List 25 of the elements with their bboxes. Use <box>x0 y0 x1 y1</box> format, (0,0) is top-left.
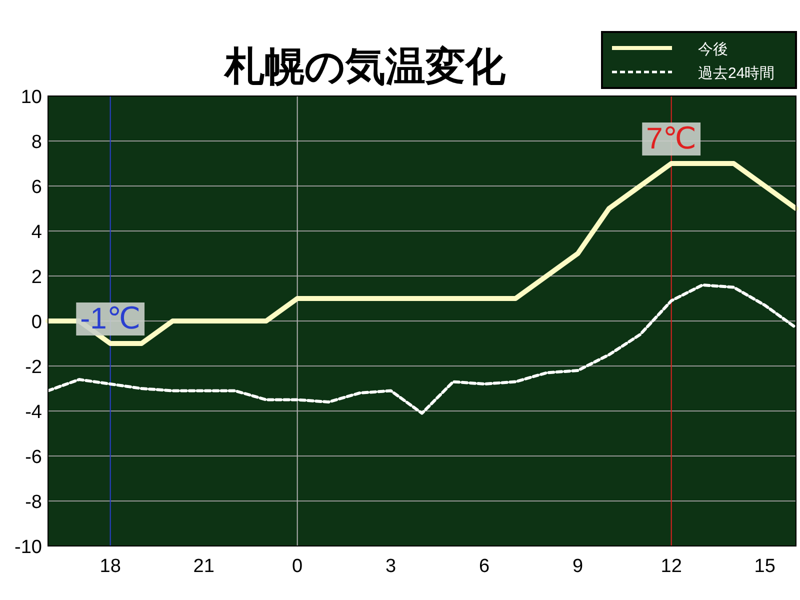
y-tick-label: -2 <box>25 357 42 378</box>
y-tick-label: -4 <box>25 402 42 423</box>
y-tick-label: -10 <box>14 537 42 558</box>
x-tick-label: 12 <box>660 556 682 577</box>
chart-title: 札幌の気温変化 <box>224 45 506 89</box>
y-tick-label: 4 <box>31 222 42 243</box>
y-tick-label: 6 <box>31 177 42 198</box>
x-tick-label: 21 <box>193 556 214 577</box>
y-tick-label: -6 <box>25 447 42 468</box>
y-tick-label: 0 <box>31 312 42 333</box>
x-tick-label: 15 <box>754 556 776 577</box>
x-tick-label: 6 <box>479 556 490 577</box>
annotation: 7℃ <box>646 122 697 156</box>
x-tick-label: 3 <box>386 556 396 577</box>
annotation: -1℃ <box>80 302 141 336</box>
y-tick-label: 8 <box>31 132 42 153</box>
y-tick-label: -8 <box>25 492 42 513</box>
y-tick-label: 2 <box>31 267 42 288</box>
legend-label: 今後 <box>698 41 728 58</box>
x-tick-label: 0 <box>292 556 303 577</box>
y-tick-label: 10 <box>20 87 42 108</box>
x-tick-label: 9 <box>572 556 584 577</box>
line-series <box>46 284 798 415</box>
legend-label: 過去24時間 <box>698 65 775 82</box>
x-tick-label: 18 <box>100 556 121 577</box>
